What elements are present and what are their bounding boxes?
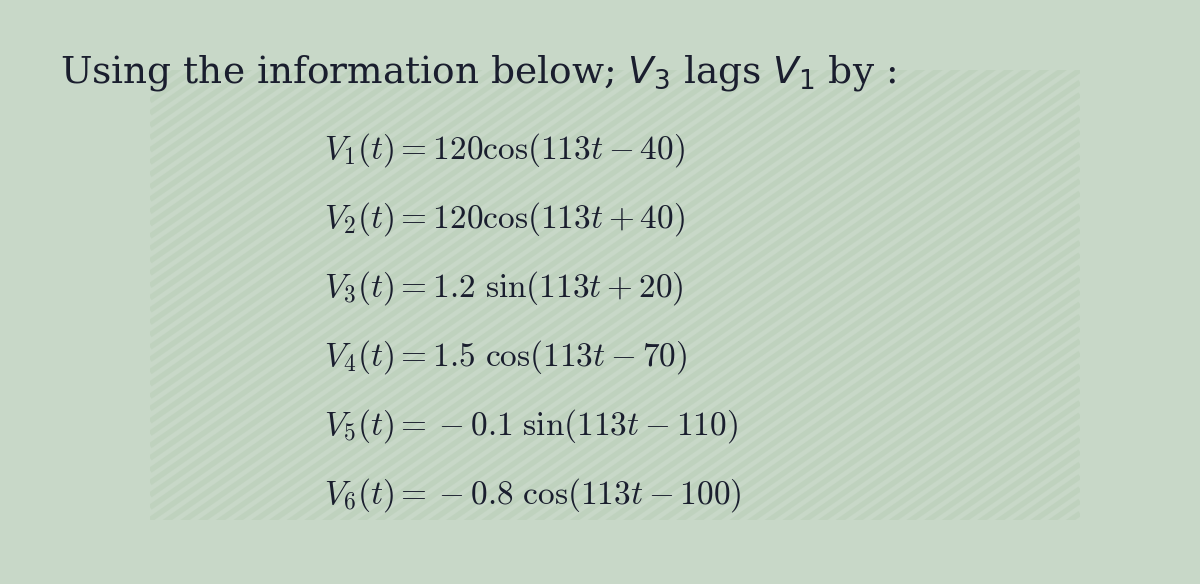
Text: $V_3(t) = 1.2\ \sin(113t + 20)$: $V_3(t) = 1.2\ \sin(113t + 20)$ (324, 269, 684, 307)
Text: $V_5(t) = -0.1\ \sin(113t - 110)$: $V_5(t) = -0.1\ \sin(113t - 110)$ (324, 407, 738, 445)
Text: $V_6(t) = -0.8\ \cos(113t - 100)$: $V_6(t) = -0.8\ \cos(113t - 100)$ (324, 476, 742, 514)
Text: $V_4(t) = 1.5\ \cos(113t - 70)$: $V_4(t) = 1.5\ \cos(113t - 70)$ (324, 338, 688, 376)
Text: Using the information below; $V_3$ lags $V_1$ by :: Using the information below; $V_3$ lags … (60, 53, 896, 92)
Text: $V_2(t) = 120 \cos(113t + 40)$: $V_2(t) = 120 \cos(113t + 40)$ (324, 200, 685, 238)
Text: $V_1(t) = 120 \cos(113t - 40)$: $V_1(t) = 120 \cos(113t - 40)$ (324, 131, 685, 169)
